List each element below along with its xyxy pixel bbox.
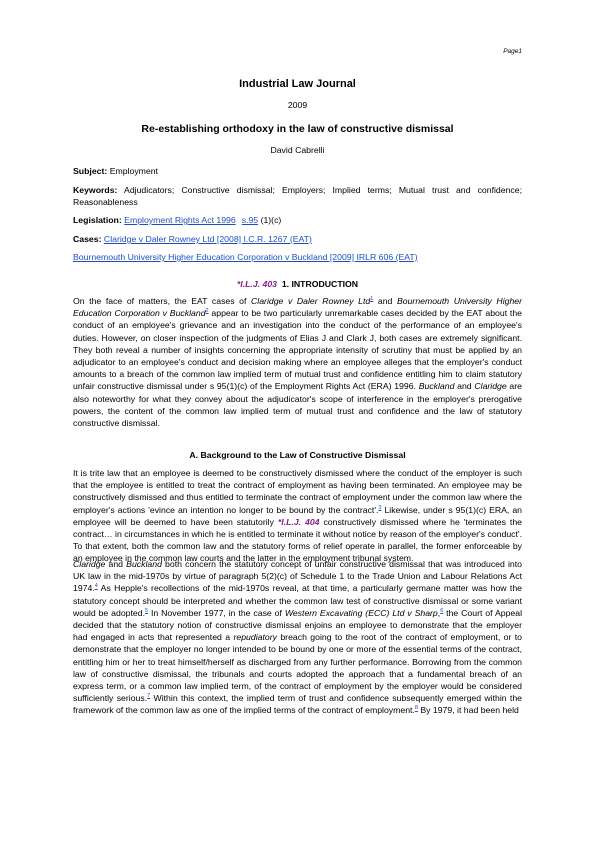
italic-text: Western Excavating (ECC) Ltd v Sharp <box>284 607 438 618</box>
journal-title: Industrial Law Journal <box>239 78 356 90</box>
page-marker: *I.L.J. 403 <box>236 279 277 289</box>
section-heading: A. Background to the Law of Constructive… <box>189 450 406 460</box>
text: and <box>454 381 475 392</box>
paragraph: It is trite law that an employee is deem… <box>73 467 522 565</box>
link[interactable]: Claridge v Daler Rowney Ltd [2008] I.C.R… <box>103 234 312 244</box>
text: constructively dismissed where he 'termi… <box>73 516 522 564</box>
heading: 1. INTRODUCTION <box>281 279 359 289</box>
label: Keywords: <box>73 185 118 195</box>
text: In November 1977, in the case of <box>148 607 285 618</box>
link[interactable]: Bournemouth University Higher Education … <box>73 252 418 262</box>
text: breach going to the root of the contract… <box>73 632 523 704</box>
paragraph: Claridge and Buckland both concern the s… <box>73 558 522 717</box>
text: both concern the statutory concept of un… <box>73 559 522 594</box>
text: , <box>437 607 441 618</box>
text: Within this context, the implied term of… <box>73 693 523 716</box>
italic-text: Claridge <box>474 381 507 392</box>
text: By 1979, it had been held <box>417 705 519 716</box>
page-marker: *I.L.J. 404 <box>277 516 320 527</box>
value: Employment <box>109 166 158 176</box>
keywords: Keywords: Adjudicators; Constructive dis… <box>73 184 522 208</box>
italic-text: Buckland <box>126 559 162 569</box>
text: On the face of matters, the EAT cases of <box>73 296 252 306</box>
footnote-ref[interactable]: 5 <box>145 607 149 614</box>
legislation: Legislation: Employment Rights Act 1996 s… <box>73 214 522 226</box>
text: Likewise, under s 95(1)(c) ERA, an emplo… <box>73 504 522 527</box>
text: It is trite law that an employee is deem… <box>73 468 522 515</box>
text: are also noteworthy for what they convey… <box>73 381 522 429</box>
text: and <box>105 559 127 569</box>
author: David Cabrelli <box>270 145 325 155</box>
italic-text: Bournemouth University Higher Education … <box>73 296 523 319</box>
footnote-ref[interactable]: 4 <box>94 583 98 590</box>
text: and <box>373 296 397 306</box>
label: Legislation: <box>73 215 122 225</box>
value: Adjudicators; Constructive dismissal; Em… <box>73 185 522 208</box>
section-heading: *I.L.J. 403 1. INTRODUCTION <box>73 278 522 290</box>
footnote-ref[interactable]: 7 <box>147 693 151 700</box>
subject: Subject: Employment <box>73 165 522 177</box>
italic-text: Buckland <box>418 381 455 392</box>
cases: Cases: Claridge v Daler Rowney Ltd [2008… <box>73 233 522 245</box>
italic-text: repudiatory <box>233 632 277 643</box>
footnote-ref[interactable]: 1 <box>370 296 374 303</box>
footnote-ref[interactable]: 8 <box>414 705 418 712</box>
page-number: Page1 <box>503 48 522 55</box>
label: Cases: <box>73 234 102 244</box>
italic-text: Claridge <box>73 559 106 569</box>
italic-text: Claridge v Daler Rowney Ltd <box>251 296 371 306</box>
paragraph: On the face of matters, the EAT cases of… <box>73 295 522 429</box>
value: (1)(c) <box>260 215 282 225</box>
text: As Hepple's recollections of the mid-197… <box>73 583 522 618</box>
footnote-ref[interactable]: 2 <box>205 308 209 315</box>
article-title: Re-establishing orthodoxy in the law of … <box>141 123 454 135</box>
link[interactable]: Employment Rights Act 1996 <box>124 215 236 225</box>
cases-line: Bournemouth University Higher Education … <box>73 251 522 263</box>
link[interactable]: s.95 <box>241 215 259 225</box>
label: Subject: <box>73 166 108 176</box>
text: appear to be two particularly unremarkab… <box>73 308 523 392</box>
year: 2009 <box>287 100 308 110</box>
footnote-ref[interactable]: 6 <box>440 607 444 614</box>
text: the Court of Appeal decided that the sta… <box>73 607 523 643</box>
footnote-ref[interactable]: 3 <box>378 504 382 511</box>
